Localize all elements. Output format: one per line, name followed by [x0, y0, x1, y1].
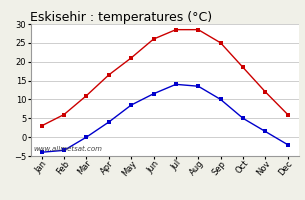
Text: Eskisehir : temperatures (°C): Eskisehir : temperatures (°C): [30, 11, 213, 24]
Text: www.allmetsat.com: www.allmetsat.com: [33, 146, 102, 152]
